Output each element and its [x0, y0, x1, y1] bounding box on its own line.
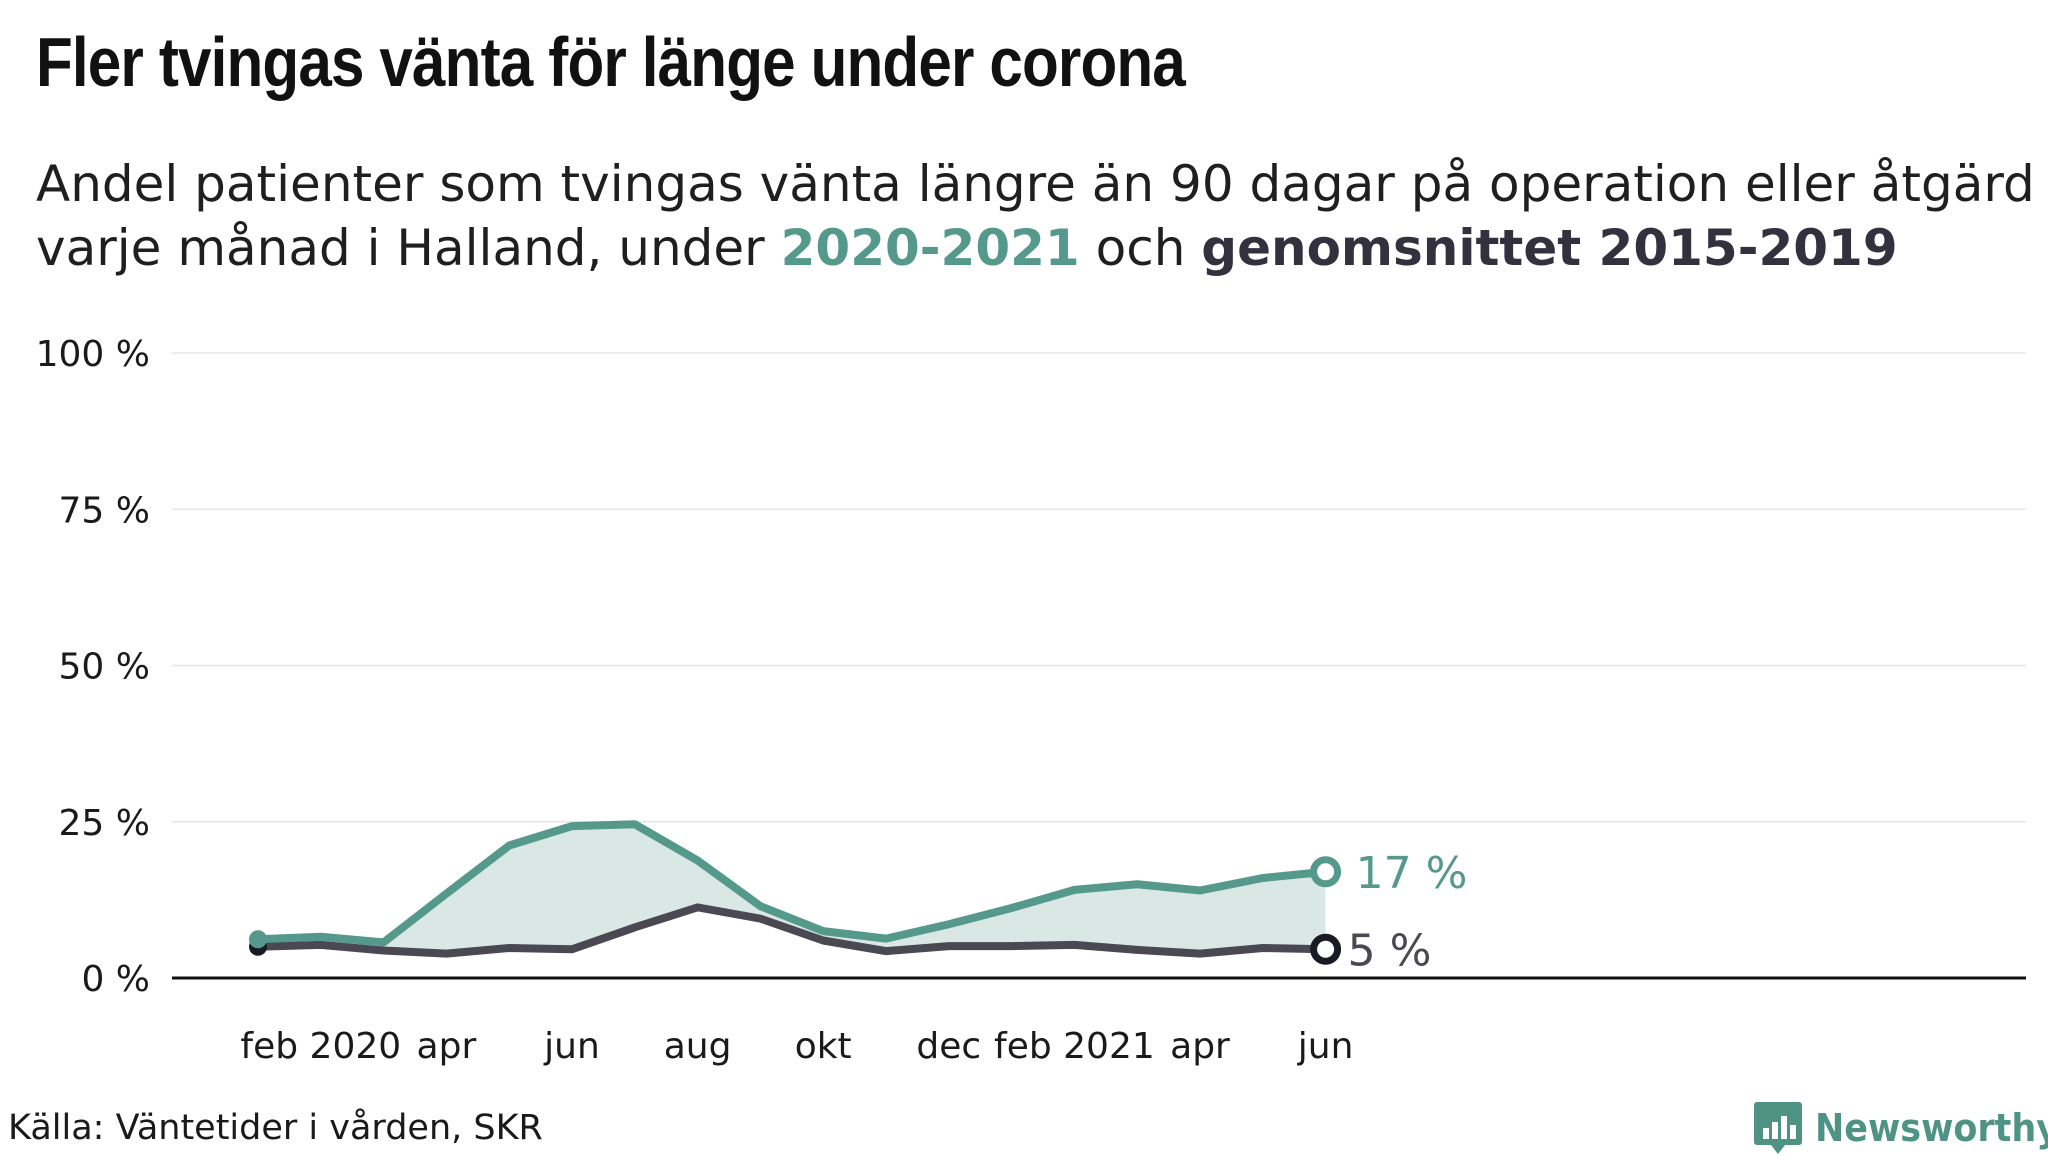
x-axis-tick-labels: feb 2020 apr jun aug okt dec feb 2021 apr jun — [240, 1026, 1353, 1067]
end-marker-average — [1310, 933, 1342, 965]
brand-name: Newsworthy — [1815, 1106, 2048, 1150]
x-tick-label: dec — [916, 1026, 981, 1067]
y-tick-label: 50 % — [59, 647, 150, 688]
x-tick-label: aug — [664, 1026, 732, 1067]
x-tick-label: okt — [795, 1026, 852, 1067]
series-lines — [254, 820, 1330, 958]
series-line-2020-2021 — [254, 820, 1330, 947]
chart-subtitle: Andel patienter som tvingas vänta längre… — [36, 152, 2036, 280]
y-axis-tick-labels: 0 % 25 % 50 % 75 % 100 % — [36, 334, 150, 1000]
newsworthy-bar-chart-logo-icon — [1754, 1102, 1802, 1154]
x-tick-label: feb 2020 — [240, 1026, 401, 1067]
subtitle-highlight-2020-2021: 2020-2021 — [780, 219, 1080, 277]
end-label-2020-2021: 17 % — [1356, 848, 1468, 899]
subtitle-middle: och — [1079, 219, 1202, 277]
start-marker-2020-2021 — [249, 930, 267, 949]
subtitle-highlight-average: genomsnittet 2015-2019 — [1201, 219, 1898, 277]
series-line-average — [254, 903, 1330, 958]
gridlines — [172, 352, 2026, 980]
x-tick-label: feb 2021 — [994, 1026, 1155, 1067]
end-label-average: 5 % — [1348, 925, 1432, 976]
y-tick-label: 75 % — [59, 490, 150, 531]
subtitle-line2-prefix: varje månad i Halland, under — [36, 219, 781, 277]
y-tick-label: 100 % — [36, 334, 150, 375]
area-between-series — [258, 824, 1326, 954]
x-tick-label: jun — [1297, 1026, 1354, 1067]
x-tick-label: apr — [1170, 1026, 1230, 1067]
brand-logo[interactable]: Newsworthy — [1753, 1100, 2048, 1156]
chart-title: Fler tvingas vänta för länge under coron… — [36, 23, 1186, 101]
y-tick-label: 25 % — [59, 803, 150, 844]
difference-area — [258, 824, 1326, 954]
x-tick-label: apr — [417, 1026, 477, 1067]
y-tick-label: 0 % — [81, 959, 150, 1000]
subtitle-line1: Andel patienter som tvingas vänta längre… — [36, 155, 2035, 213]
source-note: Källa: Väntetider i vården, SKR — [8, 1108, 543, 1148]
x-tick-label: jun — [543, 1026, 600, 1067]
end-marker-2020-2021 — [1310, 856, 1342, 888]
series-end-labels: 17 % 5 % — [1348, 848, 1468, 977]
series-markers — [249, 856, 1342, 965]
